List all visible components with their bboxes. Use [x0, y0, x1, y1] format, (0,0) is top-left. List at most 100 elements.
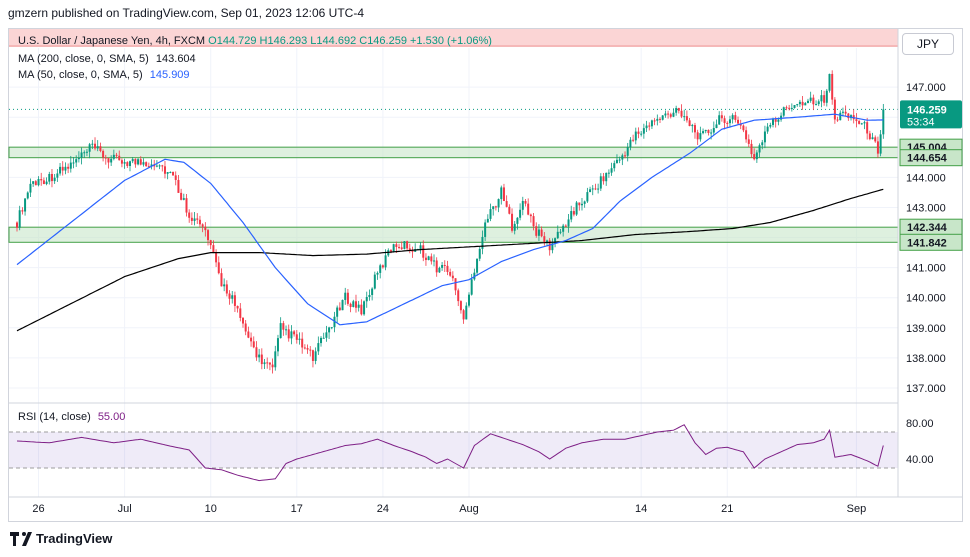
candle-body: [40, 179, 43, 181]
candle-body: [379, 265, 382, 273]
candle-body: [354, 301, 357, 308]
candle-body: [457, 290, 460, 302]
candle-body: [540, 229, 543, 237]
candle-body: [336, 307, 339, 317]
legend-ma200-row[interactable]: MA (200, close, 0, SMA, 5) 143.604: [18, 53, 196, 65]
candle-body: [677, 108, 680, 111]
zone-price-text: 142.344: [907, 222, 948, 234]
candle-body: [551, 243, 554, 251]
candle-body: [233, 295, 236, 306]
candle-body: [373, 274, 376, 289]
price-tick-label: 143.000: [906, 202, 946, 214]
candle-body: [508, 206, 511, 214]
candle-body: [174, 175, 177, 180]
candle-body: [190, 217, 193, 221]
candle-body: [758, 145, 761, 153]
candle-body: [449, 271, 452, 276]
candle-body: [575, 202, 578, 215]
candle-body: [118, 155, 121, 161]
candle-body: [615, 159, 618, 164]
legend-rsi-row[interactable]: RSI (14, close) 55.00: [18, 411, 125, 423]
candle-body: [145, 162, 148, 167]
candle-body: [815, 104, 818, 106]
candle-body: [193, 218, 196, 221]
candle-body: [443, 265, 446, 267]
candle-body: [462, 310, 465, 320]
candle-body: [718, 115, 721, 125]
candle-body: [820, 95, 823, 102]
candle-body: [341, 299, 344, 311]
candle-body: [91, 143, 94, 145]
candle-body: [500, 187, 503, 200]
candle-body: [126, 162, 129, 166]
last-price-text: 146.259: [907, 104, 947, 116]
candle-body: [755, 152, 758, 160]
candle-body: [494, 206, 497, 208]
candle-body: [798, 101, 801, 105]
legend-rsi-value: 55.00: [97, 411, 126, 423]
candle-body: [648, 125, 651, 127]
candle-body: [42, 180, 45, 185]
time-tick-label: Jul: [118, 503, 132, 515]
candle-body: [395, 244, 398, 247]
candle-body: [435, 260, 438, 273]
candle-body: [532, 216, 535, 227]
candle-body: [408, 248, 411, 251]
candle-body: [645, 125, 648, 129]
candle-body: [763, 131, 766, 143]
candle-body: [258, 354, 261, 358]
candle-body: [215, 252, 218, 263]
candle-body: [163, 166, 166, 174]
candle-body: [492, 206, 495, 210]
time-tick-label: 21: [721, 503, 733, 515]
candle-body: [285, 329, 288, 331]
candle-body: [241, 317, 244, 324]
candle-body: [120, 160, 123, 164]
footer-brand-label: TradingView: [36, 531, 113, 546]
candle-body: [53, 177, 56, 182]
candle-body: [621, 155, 624, 160]
candle-body: [572, 211, 575, 215]
candle-body: [293, 331, 296, 335]
candle-body: [182, 198, 185, 200]
candle-body: [16, 222, 18, 228]
candle-body: [817, 101, 820, 105]
candle-body: [489, 209, 492, 219]
candle-body: [734, 115, 737, 120]
currency-button[interactable]: JPY: [902, 33, 954, 55]
candle-body: [586, 192, 589, 202]
candle-body: [198, 219, 201, 225]
candle-body: [715, 124, 718, 129]
candle-body: [871, 137, 874, 140]
candle-body: [750, 143, 753, 155]
legend-ma50-row[interactable]: MA (50, close, 0, SMA, 5) 145.909: [18, 69, 190, 81]
support-zones: [8, 108, 899, 243]
candle-body: [605, 172, 608, 182]
candle-body: [142, 162, 145, 165]
candle-body: [712, 128, 715, 133]
candle-body: [37, 179, 40, 186]
candle-body: [204, 226, 207, 231]
candle-body: [147, 166, 150, 168]
candle-body: [266, 362, 269, 364]
candle-body: [559, 231, 562, 233]
candle-body: [21, 210, 24, 212]
price-tick-label: 138.000: [906, 353, 946, 365]
candle-body: [634, 131, 637, 141]
zone-price-text: 141.842: [907, 237, 947, 249]
candle-body: [352, 301, 355, 307]
candle-body: [454, 278, 457, 291]
countdown-text: 53:34: [907, 116, 935, 128]
candle-body: [271, 364, 274, 368]
candle-body: [363, 301, 366, 315]
time-tick-label: 10: [205, 503, 217, 515]
footer-brand[interactable]: TradingView: [10, 531, 112, 546]
candle-body: [223, 284, 226, 287]
candle-body: [688, 120, 691, 126]
candle-body: [403, 241, 406, 249]
rsi-line: [16, 424, 884, 482]
candle-body: [847, 113, 850, 119]
candle-body: [330, 327, 333, 329]
legend-ma200-value: 143.604: [155, 53, 196, 65]
